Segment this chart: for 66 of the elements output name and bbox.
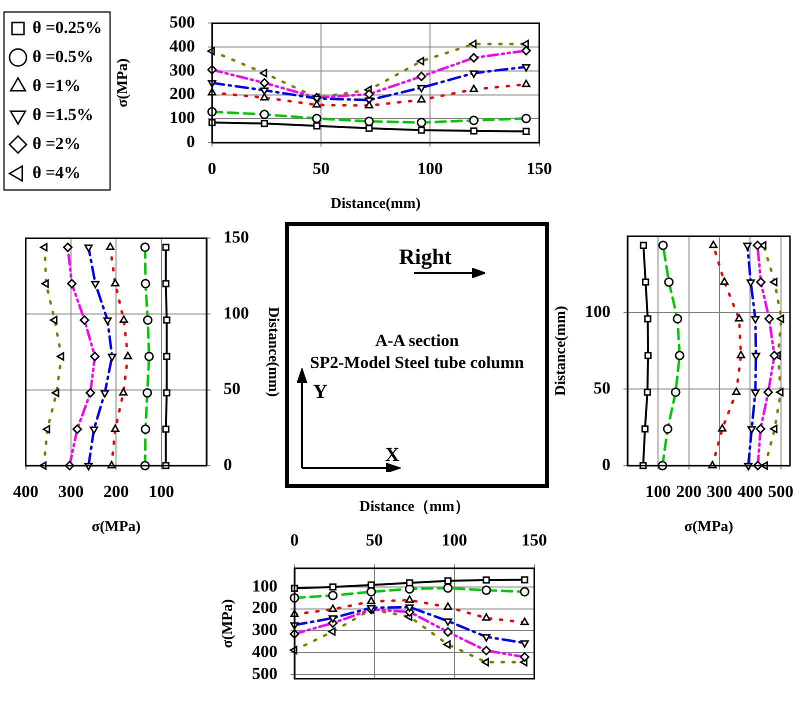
y-tick-label: 0 — [602, 454, 610, 474]
x-tick-label: 200 — [676, 482, 702, 502]
y-tick-label: 300 — [252, 620, 278, 640]
y-tick-label: 150 — [224, 228, 249, 247]
y-tick-label: 50 — [224, 379, 240, 398]
point — [329, 583, 336, 591]
x-tick-label: 300 — [58, 482, 84, 502]
x-axis-title: σ(MPa) — [92, 518, 141, 535]
y-tick-label: 400 — [252, 642, 278, 661]
point — [470, 127, 478, 134]
x-tick-label: 200 — [103, 482, 129, 502]
x-tick-label: 0 — [208, 159, 216, 178]
y-tick-label: 200 — [252, 598, 278, 618]
point — [313, 122, 320, 130]
x-tick-label: 50 — [366, 530, 383, 550]
y-tick-label: 50 — [594, 378, 610, 398]
y-tick-label: 100 — [224, 303, 249, 322]
y-tick-label: 500 — [252, 664, 278, 683]
y-tick-label: 200 — [170, 84, 196, 104]
y-axis-title: Distance(mm) — [552, 306, 569, 396]
y-axis-title: σ(MPa) — [114, 58, 131, 108]
point — [444, 577, 452, 584]
text: Y — [313, 381, 328, 404]
x-tick-label: 150 — [526, 159, 552, 178]
y-tick-label: 0 — [224, 454, 232, 474]
legend-label: θ =2% — [32, 134, 81, 153]
point — [521, 576, 528, 584]
x-tick-label: 400 — [737, 482, 763, 502]
x-tick-label: 100 — [645, 482, 671, 502]
point — [366, 124, 373, 132]
point — [522, 128, 530, 135]
point — [368, 581, 375, 589]
point — [406, 579, 414, 586]
legend-label: θ =1.5% — [32, 104, 94, 124]
text: X — [385, 444, 400, 467]
legend-label: θ =1% — [32, 76, 81, 95]
x-tick-label: 100 — [442, 530, 468, 550]
x-tick-label: 300 — [706, 482, 732, 502]
y-axis-title: σ(MPa) — [220, 599, 236, 648]
x-axis-title: Distance(mm) — [330, 196, 421, 212]
y-tick-label: 400 — [170, 36, 196, 56]
y-tick-label: 100 — [252, 576, 278, 596]
y-tick-label: 100 — [585, 302, 610, 322]
y-axis-title: Distance(mm) — [265, 306, 282, 397]
y-tick-label: 500 — [170, 12, 196, 32]
text: Right — [399, 244, 452, 270]
legend-label: θ =0.5% — [32, 46, 94, 66]
text: A-A section — [374, 331, 460, 351]
x-tick-label: 100 — [148, 482, 174, 502]
point — [418, 126, 426, 134]
x-tick-label: 0 — [290, 530, 299, 550]
y-tick-label: 100 — [170, 108, 196, 128]
text: SP2-Model Steel tube column — [309, 353, 525, 373]
x-tick-label: 100 — [417, 159, 443, 178]
x-tick-label: 50 — [312, 159, 330, 178]
point — [260, 120, 268, 128]
x-tick-label: 400 — [13, 482, 38, 502]
legend-label: θ =4% — [32, 162, 81, 182]
x-axis-title: Distance（mm） — [359, 498, 470, 515]
legend-label: θ =0.25% — [32, 18, 102, 37]
y-tick-label: 0 — [186, 132, 196, 151]
x-tick-label: 500 — [768, 482, 794, 502]
x-axis-title: σ(MPa) — [684, 518, 734, 535]
x-tick-label: 150 — [522, 530, 547, 550]
y-tick-label: 300 — [170, 60, 196, 80]
point — [482, 576, 490, 584]
